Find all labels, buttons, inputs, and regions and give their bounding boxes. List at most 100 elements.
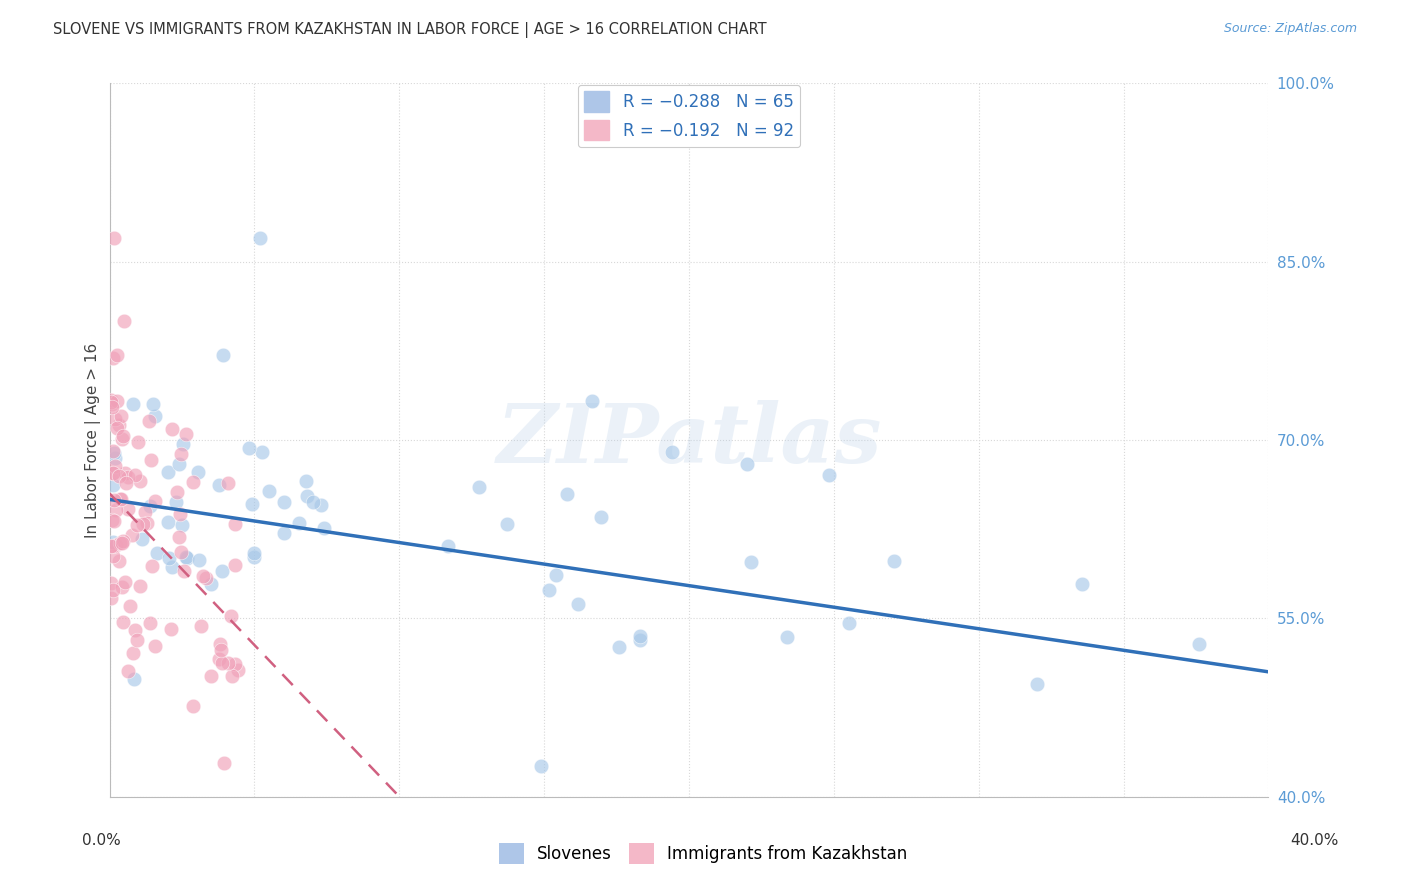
Point <box>217 476 239 491</box>
Point <box>111 615 134 629</box>
Point <box>122 672 145 686</box>
Point <box>124 467 146 482</box>
Point <box>101 539 124 553</box>
Text: 40.0%: 40.0% <box>1291 833 1339 847</box>
Point <box>589 510 612 524</box>
Point <box>211 656 233 670</box>
Point <box>301 495 323 509</box>
Point <box>143 640 166 654</box>
Point <box>775 630 797 644</box>
Point <box>101 478 124 492</box>
Point <box>172 437 194 451</box>
Point <box>166 485 188 500</box>
Point <box>111 536 134 550</box>
Point <box>200 576 222 591</box>
Point <box>143 494 166 508</box>
Point <box>117 502 139 516</box>
Point <box>191 569 214 583</box>
Point <box>1188 637 1211 651</box>
Point <box>176 550 198 565</box>
Point <box>194 571 217 585</box>
Text: Source: ZipAtlas.com: Source: ZipAtlas.com <box>1223 22 1357 36</box>
Point <box>312 521 335 535</box>
Point <box>143 409 166 423</box>
Point <box>115 475 138 490</box>
Point <box>104 538 127 552</box>
Point <box>103 445 125 459</box>
Point <box>141 558 163 573</box>
Point <box>544 568 567 582</box>
Legend: Slovenes, Immigrants from Kazakhstan: Slovenes, Immigrants from Kazakhstan <box>492 837 914 871</box>
Point <box>607 640 630 654</box>
Point <box>883 553 905 567</box>
Point <box>121 646 143 660</box>
Point <box>127 434 149 449</box>
Point <box>174 427 197 442</box>
Point <box>101 466 124 480</box>
Point <box>138 414 160 428</box>
Point <box>628 633 651 648</box>
Point <box>661 445 683 459</box>
Point <box>188 553 211 567</box>
Point <box>101 443 124 458</box>
Point <box>817 467 839 482</box>
Point <box>228 664 250 678</box>
Point <box>273 495 295 509</box>
Point <box>139 499 162 513</box>
Point <box>567 597 589 611</box>
Point <box>838 615 860 630</box>
Point <box>537 583 560 598</box>
Point <box>107 469 129 483</box>
Point <box>167 457 190 471</box>
Point <box>156 515 179 529</box>
Point <box>110 491 132 506</box>
Point <box>108 418 131 433</box>
Point <box>159 622 181 636</box>
Point <box>101 549 124 563</box>
Point <box>141 453 163 467</box>
Point <box>170 518 193 533</box>
Point <box>190 619 212 633</box>
Point <box>125 632 148 647</box>
Point <box>121 528 143 542</box>
Point <box>287 516 309 530</box>
Point <box>628 630 651 644</box>
Point <box>243 546 266 560</box>
Point <box>581 393 603 408</box>
Point <box>181 699 204 714</box>
Point <box>242 497 264 511</box>
Point <box>209 637 232 651</box>
Point <box>104 503 127 517</box>
Point <box>208 652 231 666</box>
Point <box>468 480 491 494</box>
Point <box>129 474 152 488</box>
Legend: R = −0.288   N = 65, R = −0.192   N = 92: R = −0.288 N = 65, R = −0.192 N = 92 <box>578 85 800 147</box>
Point <box>249 231 271 245</box>
Point <box>110 409 132 424</box>
Point <box>108 554 131 568</box>
Point <box>740 555 762 569</box>
Point <box>103 535 125 549</box>
Point <box>103 514 125 528</box>
Point <box>100 575 122 590</box>
Point <box>108 536 131 550</box>
Point <box>555 487 578 501</box>
Point <box>131 532 153 546</box>
Point <box>104 451 127 466</box>
Point <box>169 508 191 522</box>
Point <box>100 591 122 605</box>
Point <box>100 392 122 407</box>
Point <box>124 623 146 637</box>
Point <box>103 582 125 597</box>
Point <box>224 517 246 532</box>
Point <box>219 609 242 624</box>
Point <box>142 397 165 411</box>
Point <box>157 551 180 566</box>
Point <box>173 564 195 578</box>
Point <box>221 669 243 683</box>
Text: SLOVENE VS IMMIGRANTS FROM KAZAKHSTAN IN LABOR FORCE | AGE > 16 CORRELATION CHAR: SLOVENE VS IMMIGRANTS FROM KAZAKHSTAN IN… <box>53 22 768 38</box>
Point <box>212 348 235 362</box>
Point <box>160 560 183 574</box>
Point <box>139 616 162 631</box>
Point <box>208 477 231 491</box>
